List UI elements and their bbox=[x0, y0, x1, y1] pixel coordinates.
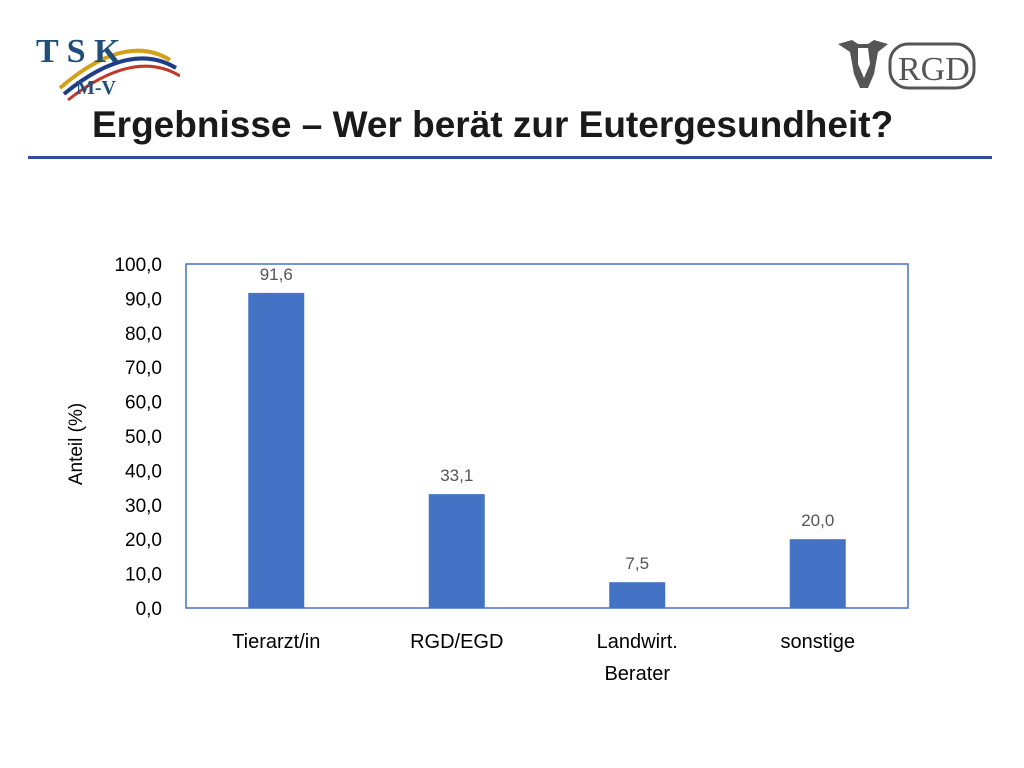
data-label: 33,1 bbox=[440, 466, 473, 485]
x-tick-label: sonstige bbox=[781, 631, 856, 653]
y-tick-label: 70,0 bbox=[125, 358, 162, 379]
y-tick-label: 40,0 bbox=[125, 461, 162, 482]
y-tick-label: 100,0 bbox=[114, 255, 162, 276]
y-tick-label: 20,0 bbox=[125, 530, 162, 551]
y-tick-label: 80,0 bbox=[125, 324, 162, 345]
tsk-logo: T S K M-V bbox=[36, 33, 180, 102]
bar bbox=[609, 582, 666, 608]
bar bbox=[248, 292, 305, 608]
y-tick-label: 30,0 bbox=[125, 496, 162, 517]
y-tick-label: 0,0 bbox=[136, 599, 162, 620]
rgd-logo: RGD bbox=[838, 40, 976, 90]
tsk-logo-text: T S K bbox=[36, 33, 121, 70]
data-label: 20,0 bbox=[801, 511, 834, 530]
page-title: Ergebnisse – Wer berät zur Eutergesundhe… bbox=[92, 104, 894, 145]
y-tick-label: 10,0 bbox=[125, 565, 162, 586]
rgd-logo-text: RGD bbox=[898, 51, 970, 88]
tsk-logo-subtext: M-V bbox=[76, 77, 117, 99]
data-label: 91,6 bbox=[260, 265, 293, 284]
bar bbox=[428, 494, 485, 608]
y-axis-label: Anteil (%) bbox=[66, 403, 87, 485]
cow-head-icon bbox=[838, 40, 888, 88]
x-tick-label: RGD/EGD bbox=[410, 631, 503, 653]
x-tick-label: Landwirt. bbox=[597, 631, 678, 653]
y-tick-label: 50,0 bbox=[125, 427, 162, 448]
plot-frame bbox=[185, 263, 909, 609]
y-tick-label: 60,0 bbox=[125, 393, 162, 414]
data-label: 7,5 bbox=[625, 554, 649, 573]
bar bbox=[789, 539, 846, 608]
title-divider bbox=[28, 156, 992, 159]
y-tick-label: 90,0 bbox=[125, 289, 162, 310]
x-tick-label: Tierarzt/in bbox=[232, 631, 320, 653]
x-tick-label: Berater bbox=[604, 663, 670, 685]
